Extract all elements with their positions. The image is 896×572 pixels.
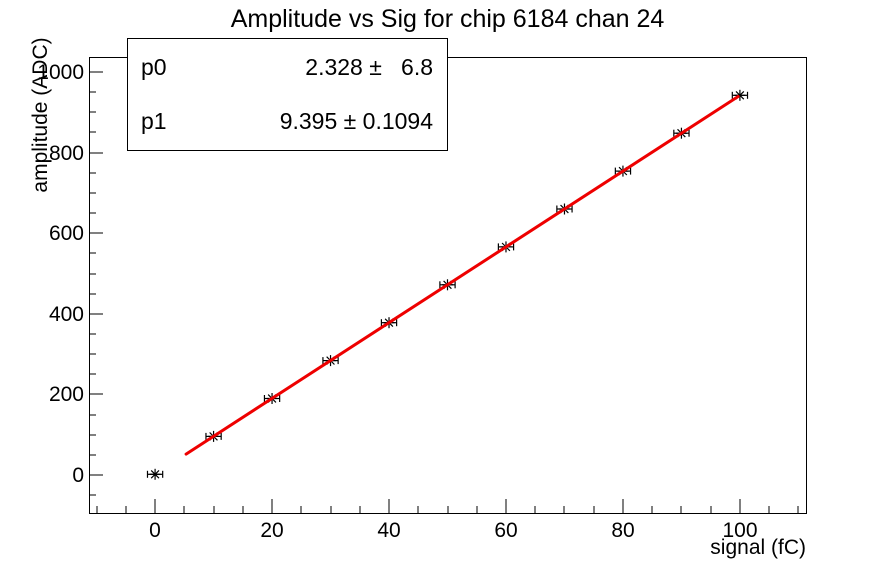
fit-stats-box: p0 2.328 ± 6.8 p1 9.395 ± 0.1094: [127, 38, 448, 151]
x-tick-label: 80: [611, 519, 634, 542]
y-axis-title: amplitude (ADC): [29, 37, 52, 193]
x-axis-title: signal (fC): [710, 536, 806, 559]
x-tick-label: 40: [377, 519, 400, 542]
plot-frame: [89, 57, 807, 514]
y-tick-label: 0: [72, 464, 84, 487]
x-tick-label: 100: [722, 519, 757, 542]
y-tick-label: 400: [49, 303, 84, 326]
fit-line: [184, 95, 740, 456]
y-tick-label: 200: [49, 383, 84, 406]
fit-param-name: p0: [141, 54, 167, 81]
y-tick-label: 1000: [37, 61, 84, 84]
fit-param-value: 9.395 ± 0.1094: [279, 107, 433, 134]
x-tick-label: 0: [149, 519, 161, 542]
fit-param-name: p1: [141, 107, 167, 134]
y-tick-label: 600: [49, 222, 84, 245]
marker-stroke: [150, 469, 160, 479]
fit-param-value: 2.328 ± 6.8: [305, 54, 433, 81]
y-tick-label: 800: [49, 142, 84, 165]
x-tick-label: 20: [260, 519, 283, 542]
x-tick-label: 60: [494, 519, 517, 542]
chart-title: Amplitude vs Sig for chip 6184 chan 24: [230, 5, 665, 33]
stats-row-p0: p0 2.328 ± 6.8: [128, 56, 447, 79]
data-point: [146, 468, 164, 480]
stats-row-p1: p1 9.395 ± 0.1094: [128, 107, 447, 134]
